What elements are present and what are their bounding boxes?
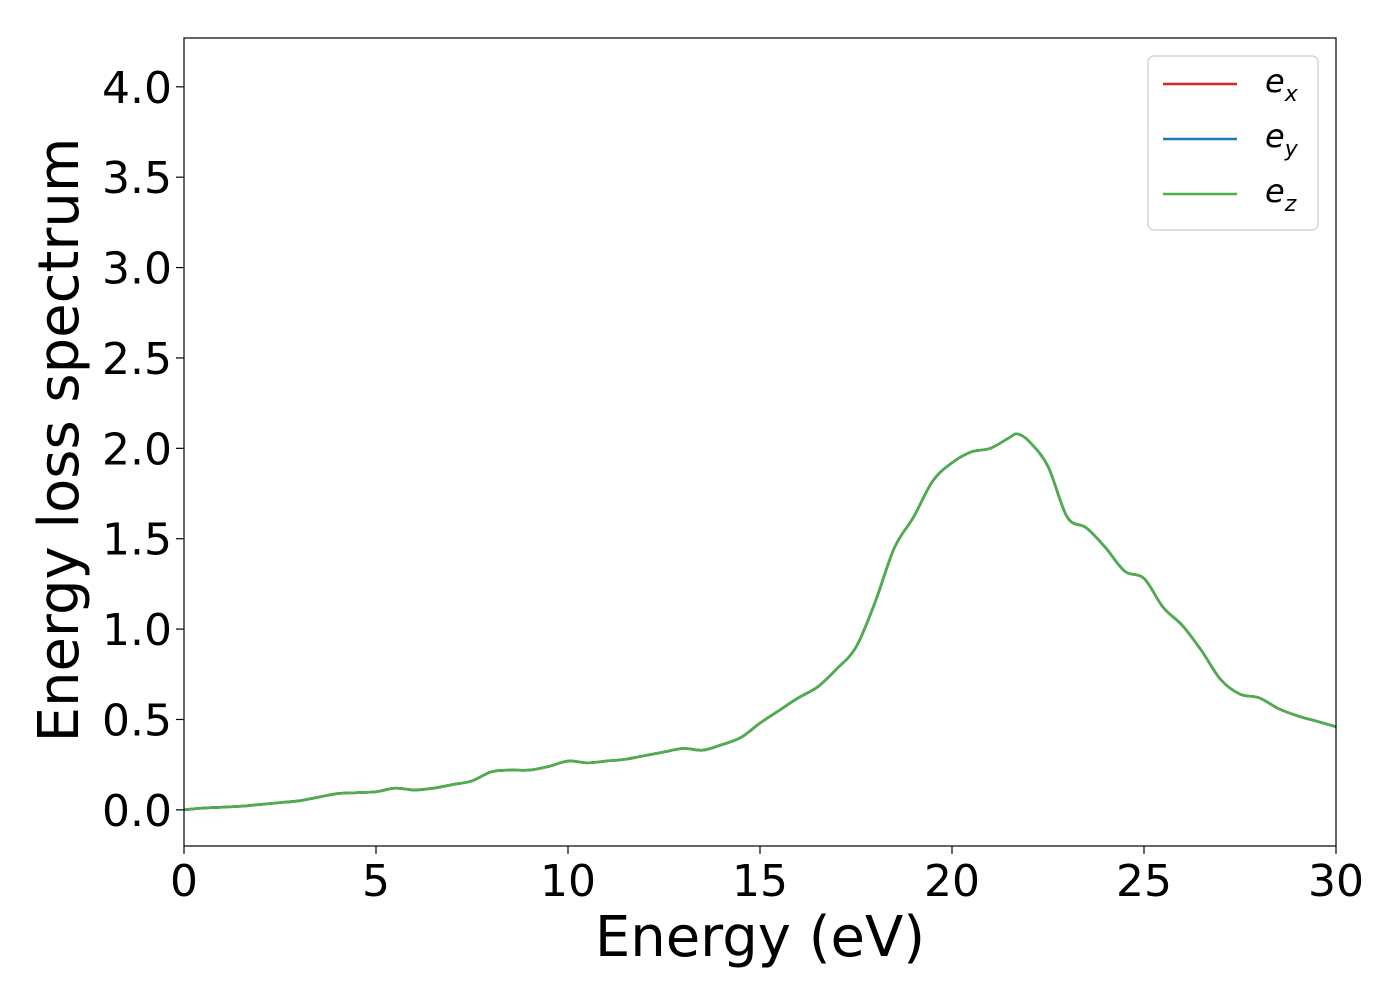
legend-label-x: ex bbox=[1265, 62, 1299, 107]
x-tick-label: 10 bbox=[540, 856, 596, 907]
series-line-z bbox=[183, 432, 1337, 812]
y-tick-label: 4.0 bbox=[102, 63, 172, 114]
x-axis-title: Energy (eV) bbox=[595, 905, 925, 970]
y-tick-label: 3.5 bbox=[102, 153, 172, 204]
y-tick-label: 0.5 bbox=[102, 695, 172, 746]
x-tick-label: 15 bbox=[732, 856, 788, 907]
y-axis-title: Energy loss spectrum bbox=[27, 138, 92, 743]
x-tick-label: 5 bbox=[362, 856, 390, 907]
y-tick-label: 2.5 bbox=[102, 334, 172, 385]
legend-label-z: ez bbox=[1265, 172, 1297, 217]
y-tick-label: 2.0 bbox=[102, 424, 172, 475]
y-tick-label: 0.0 bbox=[102, 786, 172, 837]
series-lines bbox=[183, 432, 1337, 812]
x-axis: 0 5 10 15 20 25 30 bbox=[170, 846, 1364, 907]
legend: ex ey ez bbox=[1147, 55, 1319, 231]
plot-frame bbox=[183, 37, 1337, 847]
legend-label-y: ey bbox=[1265, 117, 1299, 162]
y-axis: 0.0 0.5 1.0 1.5 2.0 2.5 3.0 3.5 4.0 bbox=[102, 63, 184, 837]
y-tick-label: 1.0 bbox=[102, 605, 172, 656]
x-tick-label: 20 bbox=[924, 856, 980, 907]
legend-box bbox=[1147, 55, 1319, 231]
x-tick-label: 0 bbox=[170, 856, 198, 907]
x-tick-label: 25 bbox=[1116, 856, 1172, 907]
y-tick-label: 1.5 bbox=[102, 515, 172, 566]
x-tick-label: 30 bbox=[1308, 856, 1364, 907]
y-tick-label: 3.0 bbox=[102, 244, 172, 295]
